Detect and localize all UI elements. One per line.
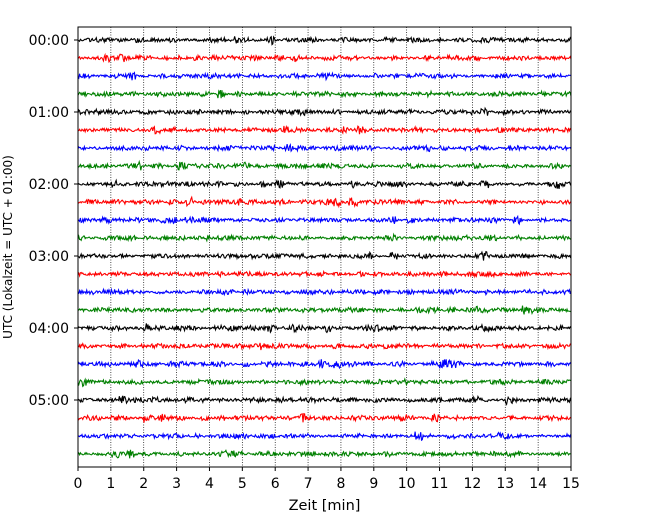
trace-0415	[77, 341, 572, 351]
x-tick-label-9: 9	[369, 476, 378, 492]
y-tick-label-2: 02:00	[29, 177, 69, 193]
x-tick-label-4: 4	[205, 476, 214, 492]
trace-0300	[77, 250, 572, 261]
y-tick-label-4: 04:00	[29, 321, 69, 337]
x-tick-label-12: 12	[463, 476, 481, 492]
y-tick-label-0: 00:00	[29, 33, 69, 49]
trace-0215	[77, 195, 572, 209]
trace-0400	[77, 323, 572, 334]
x-tick-label-5: 5	[238, 476, 247, 492]
trace-0145	[77, 159, 572, 171]
x-tick-label-13: 13	[496, 476, 514, 492]
x-tick-label-1: 1	[106, 476, 115, 492]
trace-0445	[77, 377, 572, 388]
trace-layer	[77, 35, 572, 459]
trace-0115	[77, 124, 572, 135]
x-tick-label-2: 2	[139, 476, 148, 492]
x-tick-label-10: 10	[398, 476, 416, 492]
x-axis-label: Zeit [min]	[289, 498, 361, 514]
trace-0500	[77, 395, 572, 406]
x-tick-label-8: 8	[336, 476, 345, 492]
x-axis: 0 1 2 3 4 5 6 7 8 9 10 11 12 13 14 15	[74, 467, 580, 492]
trace-0530	[77, 431, 572, 442]
trace-0100	[77, 106, 572, 117]
y-axis-label: UTC (Lokalzeit = UTC + 01:00)	[1, 155, 15, 339]
trace-0545	[77, 449, 572, 459]
y-tick-label-3: 03:00	[29, 249, 69, 265]
y-tick-label-5: 05:00	[29, 393, 69, 409]
trace-0315	[77, 269, 572, 279]
x-tick-label-15: 15	[562, 476, 580, 492]
trace-0515	[77, 412, 572, 423]
trace-0030	[77, 71, 572, 82]
plot-frame	[77, 26, 572, 468]
trace-0130	[77, 143, 572, 153]
trace-0000	[77, 35, 572, 46]
y-tick-label-1: 01:00	[29, 105, 69, 121]
trace-0430	[77, 358, 572, 370]
x-tick-label-3: 3	[172, 476, 181, 492]
trace-0045	[77, 89, 572, 99]
trace-0015	[77, 52, 572, 64]
trace-0345	[77, 305, 572, 316]
x-tick-label-14: 14	[529, 476, 547, 492]
x-tick-label-11: 11	[431, 476, 449, 492]
trace-0330	[77, 287, 572, 297]
grid-layer	[110, 27, 539, 467]
trace-0245	[77, 232, 572, 243]
y-axis: 00:00 01:00 02:00 03:00 04:00 05:00	[29, 33, 78, 409]
trace-0230	[77, 214, 572, 226]
x-tick-label-0: 0	[74, 476, 83, 492]
trace-0200	[77, 178, 572, 189]
x-tick-label-6: 6	[271, 476, 280, 492]
x-tick-label-7: 7	[304, 476, 313, 492]
